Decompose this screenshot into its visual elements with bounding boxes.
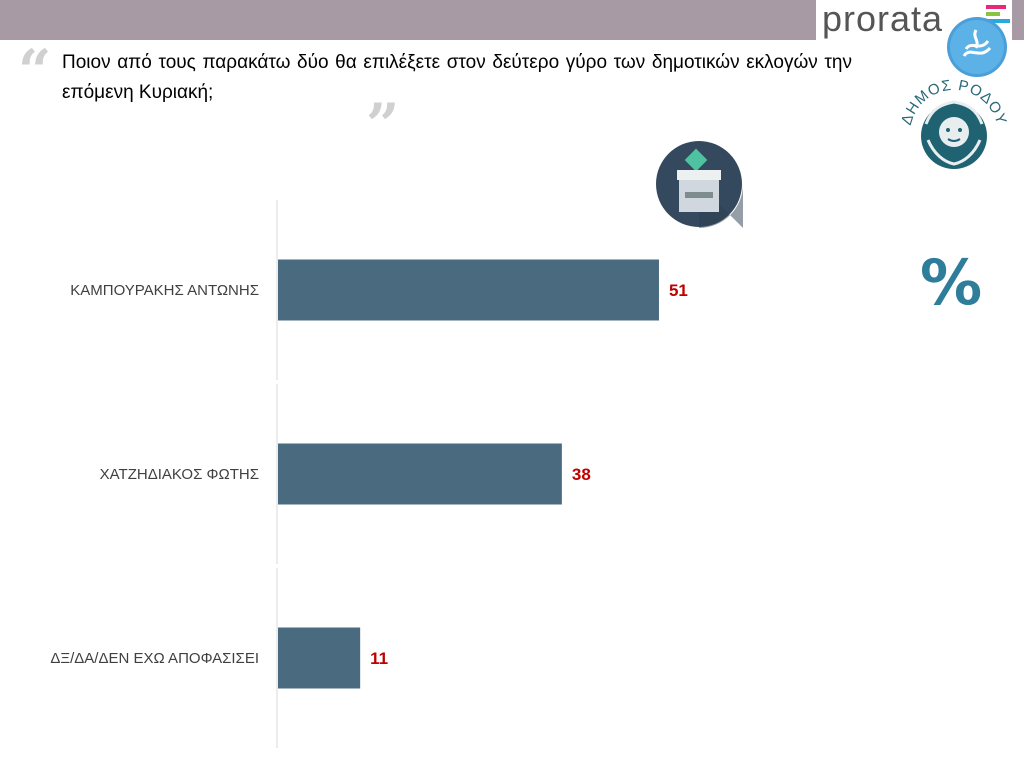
category-label: ΔΞ/ΔΑ/ΔΕΝ ΕΧΩ ΑΠΟΦΑΣΙΣΕΙ (50, 650, 259, 667)
bar (278, 259, 659, 321)
value-label: 51 (669, 281, 688, 300)
open-quote-icon: “ (18, 37, 52, 105)
value-label: 11 (370, 649, 388, 668)
value-label: 38 (572, 465, 591, 484)
waves-logo-icon (947, 17, 1007, 77)
ballot-box-icon (656, 141, 743, 228)
bar (278, 627, 361, 689)
percent-icon: % (920, 246, 983, 319)
category-label: ΚΑΜΠΟΥΡΑΚΗΣ ΑΝΤΩΝΗΣ (70, 282, 259, 299)
category-label: ΧΑΤΖΗΔΙΑΚΟΣ ΦΩΤΗΣ (100, 466, 259, 483)
brand-name: prorata (822, 0, 944, 39)
seal-logo-icon: ΔΗΜΟΣ ΡΟΔΟΥ (898, 77, 1009, 169)
close-quote-icon: ” (366, 91, 400, 159)
bar (278, 443, 562, 505)
bar-chart: ΚΑΜΠΟΥΡΑΚΗΣ ΑΝΤΩΝΗΣ 51 ΧΑΤΖΗΔΙΑΚΟΣ ΦΩΤΗΣ 38… (50, 200, 688, 748)
question-text: Ποιον από τους παρακάτω δύο θα επιλέξετε… (62, 52, 852, 103)
brand-lines-icon (986, 5, 1010, 29)
